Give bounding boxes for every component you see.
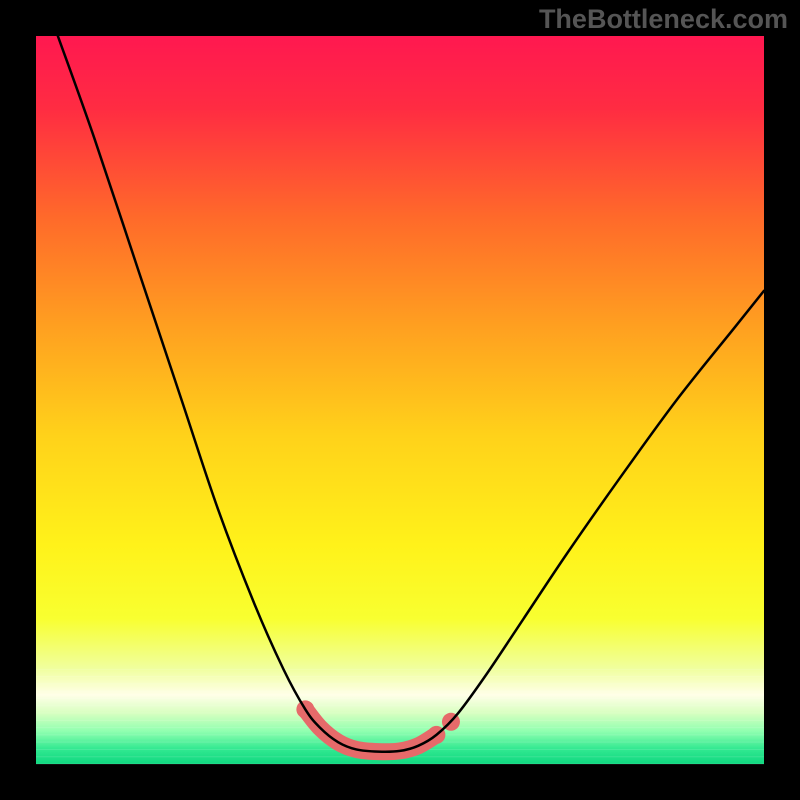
bottleneck-curve (58, 36, 764, 752)
chart-svg-layer (0, 0, 800, 800)
